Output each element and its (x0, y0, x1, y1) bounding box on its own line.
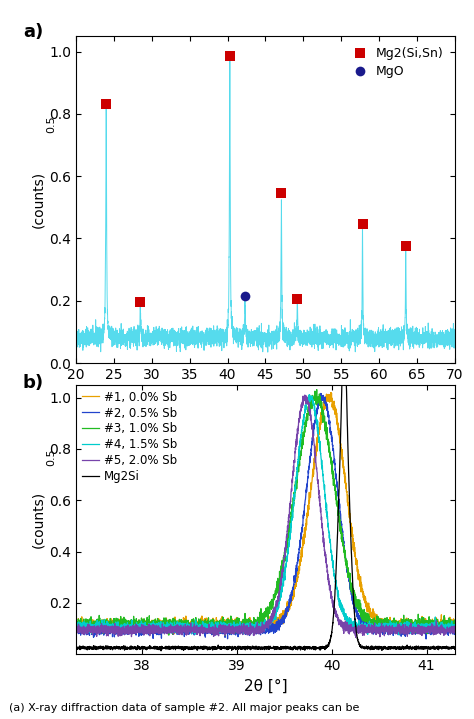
#2, 0.5% Sb (235, 626, 240, 635)
#4, 1.5% Sb (452, 622, 458, 631)
#1, 0.0% Sb (328, 388, 334, 397)
#5, 2.0% Sb (445, 626, 451, 635)
Mg2Si (116, 644, 122, 652)
#3, 1.0% Sb (445, 623, 451, 632)
Line: #5, 2.0% Sb: #5, 2.0% Sb (76, 395, 455, 638)
#2, 0.5% Sb (116, 623, 122, 632)
#3, 1.0% Sb (73, 623, 79, 631)
Line: #1, 0.0% Sb: #1, 0.0% Sb (76, 393, 455, 633)
#5, 2.0% Sb (452, 626, 458, 634)
#4, 1.5% Sb (116, 624, 122, 633)
#5, 2.0% Sb (235, 625, 240, 633)
Mg2Si (158, 646, 164, 655)
Text: (a) X-ray diffraction data of sample #2. All major peaks can be: (a) X-ray diffraction data of sample #2.… (9, 703, 360, 713)
#4, 1.5% Sb (396, 631, 402, 639)
X-axis label: 2θ [°]: 2θ [°] (244, 679, 287, 694)
#2, 0.5% Sb (73, 624, 79, 633)
Line: #4, 1.5% Sb: #4, 1.5% Sb (76, 395, 455, 635)
#2, 0.5% Sb (445, 621, 451, 630)
#5, 2.0% Sb (219, 627, 224, 636)
Text: (counts): (counts) (31, 171, 45, 228)
Mg2Si (339, 380, 345, 389)
#5, 2.0% Sb (139, 626, 145, 634)
#1, 0.0% Sb (235, 618, 241, 627)
Text: 0.5: 0.5 (46, 449, 56, 467)
Legend: #1, 0.0% Sb, #2, 0.5% Sb, #3, 1.0% Sb, #4, 1.5% Sb, #5, 2.0% Sb, Mg2Si: #1, 0.0% Sb, #2, 0.5% Sb, #3, 1.0% Sb, #… (82, 390, 177, 483)
#3, 1.0% Sb (219, 620, 224, 629)
Legend: Mg2(Si,Sn), MgO: Mg2(Si,Sn), MgO (342, 42, 449, 83)
X-axis label: 2θ [°]: 2θ [°] (244, 388, 287, 403)
#1, 0.0% Sb (404, 621, 410, 630)
#1, 0.0% Sb (116, 615, 122, 623)
Text: a): a) (23, 23, 43, 41)
#4, 1.5% Sb (73, 623, 79, 631)
#3, 1.0% Sb (139, 622, 145, 631)
#2, 0.5% Sb (452, 624, 458, 633)
#4, 1.5% Sb (139, 624, 145, 633)
Line: Mg2Si: Mg2Si (76, 385, 455, 651)
#4, 1.5% Sb (404, 624, 410, 633)
#5, 2.0% Sb (116, 627, 122, 636)
Mg2Si (139, 644, 145, 652)
#4, 1.5% Sb (219, 623, 224, 632)
#3, 1.0% Sb (116, 623, 122, 631)
#1, 0.0% Sb (452, 619, 458, 628)
Line: #2, 0.5% Sb: #2, 0.5% Sb (76, 393, 455, 639)
#4, 1.5% Sb (445, 624, 451, 633)
#1, 0.0% Sb (445, 617, 451, 626)
#5, 2.0% Sb (302, 390, 308, 399)
#5, 2.0% Sb (404, 626, 410, 634)
#4, 1.5% Sb (235, 627, 240, 636)
#1, 0.0% Sb (73, 623, 79, 631)
#3, 1.0% Sb (404, 620, 410, 628)
Mg2Si (404, 644, 410, 653)
#5, 2.0% Sb (73, 623, 79, 632)
#3, 1.0% Sb (235, 621, 241, 630)
Line: #3, 1.0% Sb: #3, 1.0% Sb (76, 390, 455, 636)
#2, 0.5% Sb (139, 623, 145, 632)
#4, 1.5% Sb (307, 390, 312, 399)
Mg2Si (445, 644, 451, 653)
Text: (counts): (counts) (31, 491, 45, 548)
Mg2Si (452, 644, 458, 652)
#5, 2.0% Sb (353, 633, 359, 642)
#1, 0.0% Sb (219, 623, 224, 631)
#2, 0.5% Sb (404, 623, 410, 632)
#1, 0.0% Sb (172, 629, 177, 638)
Mg2Si (219, 645, 224, 654)
Mg2Si (73, 644, 79, 652)
#3, 1.0% Sb (314, 385, 319, 394)
#1, 0.0% Sb (139, 622, 145, 631)
#3, 1.0% Sb (452, 624, 458, 633)
#3, 1.0% Sb (222, 631, 228, 640)
#2, 0.5% Sb (219, 625, 224, 633)
Mg2Si (235, 644, 241, 653)
#2, 0.5% Sb (318, 389, 324, 398)
Text: b): b) (23, 374, 44, 392)
Text: 0.5: 0.5 (46, 116, 56, 133)
#2, 0.5% Sb (423, 635, 429, 644)
